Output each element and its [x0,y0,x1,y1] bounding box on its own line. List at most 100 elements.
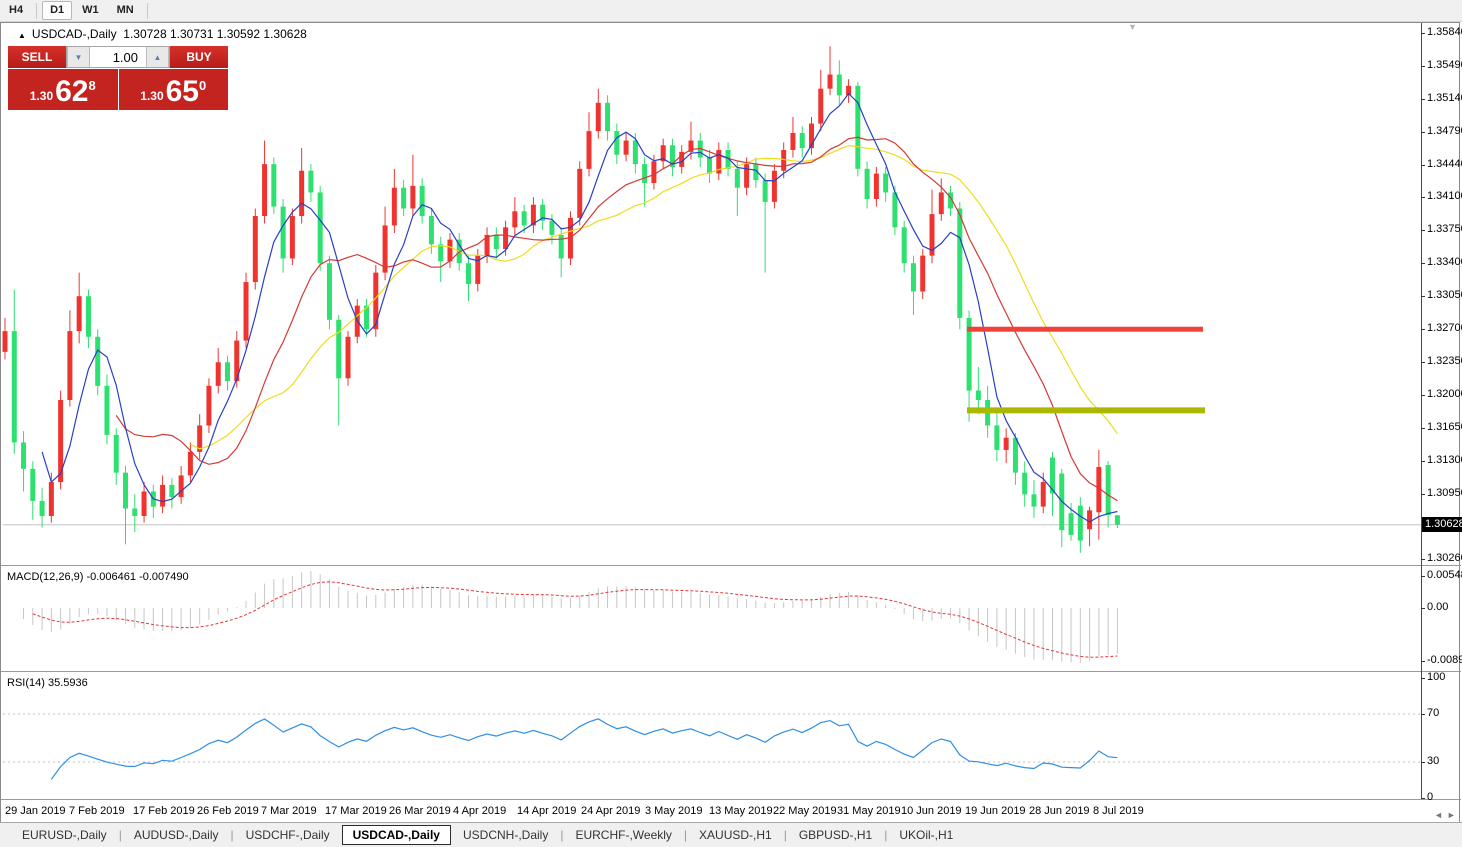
price-tick [1421,494,1425,496]
date-axis-label: 17 Feb 2019 [133,805,195,817]
tab-gbpusd-h1[interactable]: GBPUSD-,H1 [798,828,873,842]
price-axis-label: 1.31300 [1427,454,1462,467]
date-axis-label: 7 Mar 2019 [261,805,317,817]
price-axis-label: 1.31650 [1427,421,1462,434]
toolbar-separator [36,2,38,19]
pane-splitter-macd[interactable] [1,565,1461,566]
price-axis-label: 1.32700 [1427,322,1462,335]
volume-stepper: ▼ ▲ [66,46,170,68]
rsi-axis-label: 70 [1427,707,1440,719]
chart-ohlc-values: 1.30728 1.30731 1.30592 1.30628 [123,27,307,41]
price-axis-label: 1.35140 [1427,92,1462,105]
tab-divider: | [884,828,888,842]
macd-axis-label: -0.008977 [1427,653,1462,666]
price-axis-label: 1.35490 [1427,59,1462,72]
current-price-badge: 1.30628 [1422,516,1462,532]
price-tick [1421,132,1425,134]
one-click-trade-panel: SELL ▼ ▲ BUY 1.30 62 8 1.30 65 0 [8,46,228,110]
tab-divider: | [118,828,122,842]
macd-tick [1421,575,1425,577]
macd-label: MACD(12,26,9) -0.006461 -0.007490 [7,571,189,583]
rsi-tick [1421,762,1425,763]
scroll-left-icon[interactable]: ◄ [1434,810,1447,820]
pane-splitter-dates [1,799,1461,800]
date-axis-label: 4 Apr 2019 [453,805,507,817]
sell-button[interactable]: SELL [8,46,66,68]
volume-up-icon[interactable]: ▲ [146,47,169,67]
price-tick [1421,559,1425,561]
tab-divider: | [230,828,234,842]
tab-divider: | [560,828,564,842]
date-axis-label: 24 Apr 2019 [581,805,641,817]
tab-xauusd-h1[interactable]: XAUUSD-,H1 [699,828,772,842]
date-axis-label: 8 Jul 2019 [1093,805,1144,817]
date-axis-label: 13 May 2019 [709,805,773,817]
tab-ukoil-h1[interactable]: UKOil-,H1 [899,828,954,842]
price-axis-label: 1.34100 [1427,190,1462,203]
price-tick [1421,296,1425,298]
rsi-tick [1421,798,1425,799]
sell-price-sup: 8 [88,78,96,93]
tab-usdcad-daily[interactable]: USDCAD-,Daily [341,825,451,845]
volume-down-icon[interactable]: ▼ [67,47,90,67]
collapse-panel-icon[interactable]: ▲ [18,31,26,40]
buy-price-display[interactable]: 1.30 65 0 [118,69,228,110]
price-axis-label: 1.30950 [1427,487,1462,500]
chart-title: ▲ USDCAD-,Daily 1.30728 1.30731 1.30592 1… [18,27,307,41]
price-tick [1421,461,1425,463]
tab-usdchf-daily[interactable]: USDCHF-,Daily [245,828,330,842]
date-axis-label: 14 Apr 2019 [517,805,577,817]
date-axis-label: 28 Jun 2019 [1029,805,1090,817]
tab-divider: | [783,828,787,842]
date-axis-label: 26 Feb 2019 [197,805,259,817]
date-axis-label: 19 Jun 2019 [965,805,1026,817]
price-tick [1421,428,1425,430]
rsi-axis-label: 0 [1427,791,1434,803]
timeframe-toolbar: H4 D1 W1 MN [0,0,1462,22]
sell-price-prefix: 1.30 [29,89,54,103]
tf-mn-button[interactable]: MN [116,4,134,16]
price-tick [1421,230,1425,232]
rsi-axis-label: 100 [1427,671,1446,683]
tab-audusd-daily[interactable]: AUDUSD-,Daily [133,828,219,842]
price-tick [1421,197,1425,199]
tf-w1-button[interactable]: W1 [82,4,99,16]
date-axis-label: 10 Jun 2019 [901,805,962,817]
price-tick [1421,33,1425,34]
buy-button[interactable]: BUY [170,46,228,68]
horizontal-scrollbar[interactable]: ◄► [1434,810,1460,820]
tf-d1-button[interactable]: D1 [42,1,73,20]
price-tick [1421,395,1425,397]
price-axis-label: 1.34790 [1427,125,1462,138]
price-axis-label: 1.32000 [1427,388,1462,401]
price-axis-label: 1.32350 [1427,355,1462,368]
chart-shift-marker-icon[interactable]: ▼ [1128,22,1137,32]
tab-eurusd-daily[interactable]: EURUSD-,Daily [22,828,107,842]
pane-splitter-rsi[interactable] [1,671,1461,672]
macd-axis-label: 0.005484 [1427,568,1462,581]
sell-price-display[interactable]: 1.30 62 8 [8,69,118,110]
price-tick [1421,263,1425,265]
tab-eurchf-weekly[interactable]: EURCHF-,Weekly [575,828,672,842]
macd-axis-label: 0.00 [1427,601,1449,613]
scroll-right-icon[interactable]: ► [1446,810,1460,820]
price-tick [1421,165,1425,167]
tab-usdcnh-daily[interactable]: USDCNH-,Daily [462,828,549,842]
date-axis-label: 7 Feb 2019 [69,805,125,817]
price-axis-label: 1.30260 [1427,552,1462,565]
chart-symbol-label: USDCAD-,Daily [31,27,117,41]
buy-price-sup: 0 [199,78,207,93]
volume-input[interactable] [90,47,146,67]
price-axis-label: 1.34440 [1427,158,1462,171]
macd-tick [1421,660,1425,662]
date-axis-label: 31 May 2019 [837,805,901,817]
tf-h4-button[interactable]: H4 [9,4,24,16]
price-tick [1421,66,1425,68]
buy-price-big: 65 [165,75,199,108]
date-axis-label: 29 Jan 2019 [5,805,66,817]
price-axis-label: 1.33050 [1427,289,1462,302]
symbol-tab-bar: EURUSD-,Daily | AUDUSD-,Daily | USDCHF-,Dail… [0,822,1462,847]
tab-divider: | [683,828,688,842]
